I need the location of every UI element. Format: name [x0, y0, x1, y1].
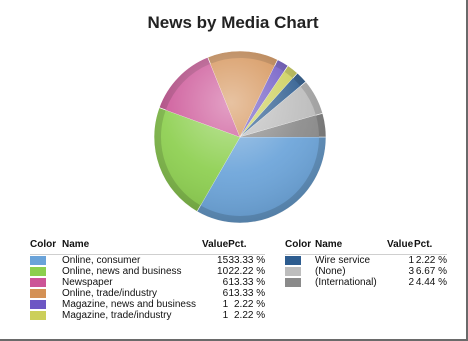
legend-header-pct: Pct.: [414, 237, 447, 255]
legend-value: 2: [408, 277, 414, 288]
legend-pct: 33.33 %: [228, 255, 266, 266]
legend-header-name: Name: [315, 237, 387, 255]
legend-swatch: [30, 277, 46, 287]
legend-header-value: Value: [202, 237, 229, 255]
chart-title: News by Media Chart: [147, 13, 319, 32]
legend-row: (International) 2 4.44 %: [285, 277, 447, 288]
legend-row: Newspaper 6 13.33 %: [30, 277, 265, 288]
legend-value: 1: [222, 299, 229, 310]
legend-pct: 2.22 %: [234, 299, 266, 310]
legend-name: Online, news and business: [62, 266, 182, 277]
legend-value: 1: [222, 310, 229, 321]
legend-name: Magazine, trade/industry: [62, 310, 172, 321]
legend-name: Wire service: [315, 255, 371, 266]
legend-name: Newspaper: [62, 277, 113, 288]
legend-row: Wire service 1 2.22 %: [285, 255, 447, 267]
legend-color-cell: [30, 288, 62, 299]
legend-header-name: Name: [62, 237, 202, 255]
legend-value: 6: [222, 288, 229, 299]
legend-header-color: Color: [285, 237, 315, 255]
legend-swatch: [30, 266, 46, 276]
legend-value: 10: [217, 266, 229, 277]
legend-swatch: [30, 288, 46, 298]
legend-color-cell: [30, 277, 62, 288]
legend-color-cell: [30, 310, 62, 321]
legend-swatch: [285, 277, 301, 287]
legend-pct: 13.33 %: [228, 277, 266, 288]
legend-row: Magazine, news and business 1 2.22 %: [30, 299, 265, 310]
legend-pct: 6.67 %: [415, 266, 447, 277]
legend-value: 6: [222, 277, 229, 288]
legend-color-cell: [285, 266, 315, 277]
pie-gloss: [154, 51, 326, 223]
legend-pct: 4.44 %: [415, 277, 447, 288]
legend-swatch: [30, 310, 46, 320]
legend-swatch: [285, 266, 301, 276]
legend-row: Online, news and business 10 22.22 %: [30, 266, 265, 277]
legend-row: (None) 3 6.67 %: [285, 266, 447, 277]
legend-value: 15: [217, 255, 229, 266]
legend-row: Magazine, trade/industry 1 2.22 %: [30, 310, 265, 321]
legend-row: Online, trade/industry 6 13.33 %: [30, 288, 265, 299]
legend-value: 3: [408, 266, 414, 277]
legend-header-color: Color: [30, 237, 62, 255]
legend-pct: 13.33 %: [228, 288, 266, 299]
legend-header-pct: Pct.: [228, 237, 266, 255]
legend-color-cell: [30, 255, 62, 267]
legend-header-value: Value: [387, 237, 414, 255]
legend-name: Online, consumer: [62, 255, 141, 266]
legend-name: Magazine, news and business: [62, 299, 196, 310]
legend-name: (None): [315, 266, 346, 277]
legend-color-cell: [30, 299, 62, 310]
legend-swatch: [285, 255, 301, 265]
legend-value: 1: [408, 255, 414, 266]
legend-pct: 2.22 %: [415, 255, 447, 266]
legend-pct: 22.22 %: [228, 266, 266, 277]
legend-swatch: [30, 299, 46, 309]
legend-color-cell: [30, 266, 62, 277]
legend-name: (International): [315, 277, 377, 288]
legend-color-cell: [285, 255, 315, 267]
legend-row: Online, consumer 15 33.33 %: [30, 255, 265, 267]
legend-pct: 2.22 %: [234, 310, 266, 321]
pie-chart: [153, 50, 327, 224]
legend-name: Online, trade/industry: [62, 288, 158, 299]
legend-left: Color Name Value Pct. Online, consumer 15…: [30, 237, 266, 321]
legend-right: Color Name Value Pct. Wire service 1 2.22 …: [285, 237, 447, 288]
legend-swatch: [30, 255, 46, 265]
legend-color-cell: [285, 277, 315, 288]
